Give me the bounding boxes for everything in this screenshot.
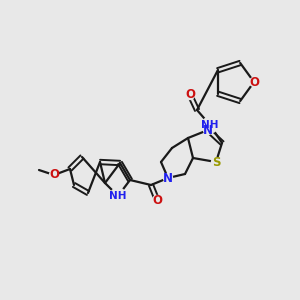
Circle shape — [185, 91, 194, 100]
Text: NH: NH — [201, 120, 219, 130]
Text: S: S — [212, 155, 220, 169]
Text: N: N — [203, 124, 213, 136]
Circle shape — [202, 117, 218, 133]
Text: O: O — [249, 76, 259, 88]
Text: O: O — [49, 169, 59, 182]
Circle shape — [110, 188, 126, 204]
Circle shape — [212, 158, 220, 166]
Text: N: N — [163, 172, 173, 184]
Circle shape — [50, 170, 58, 179]
Text: NH: NH — [109, 191, 127, 201]
Circle shape — [203, 125, 212, 134]
Text: O: O — [152, 194, 162, 206]
Circle shape — [152, 196, 161, 205]
Circle shape — [164, 173, 172, 182]
Circle shape — [250, 77, 259, 86]
Text: O: O — [185, 88, 195, 101]
